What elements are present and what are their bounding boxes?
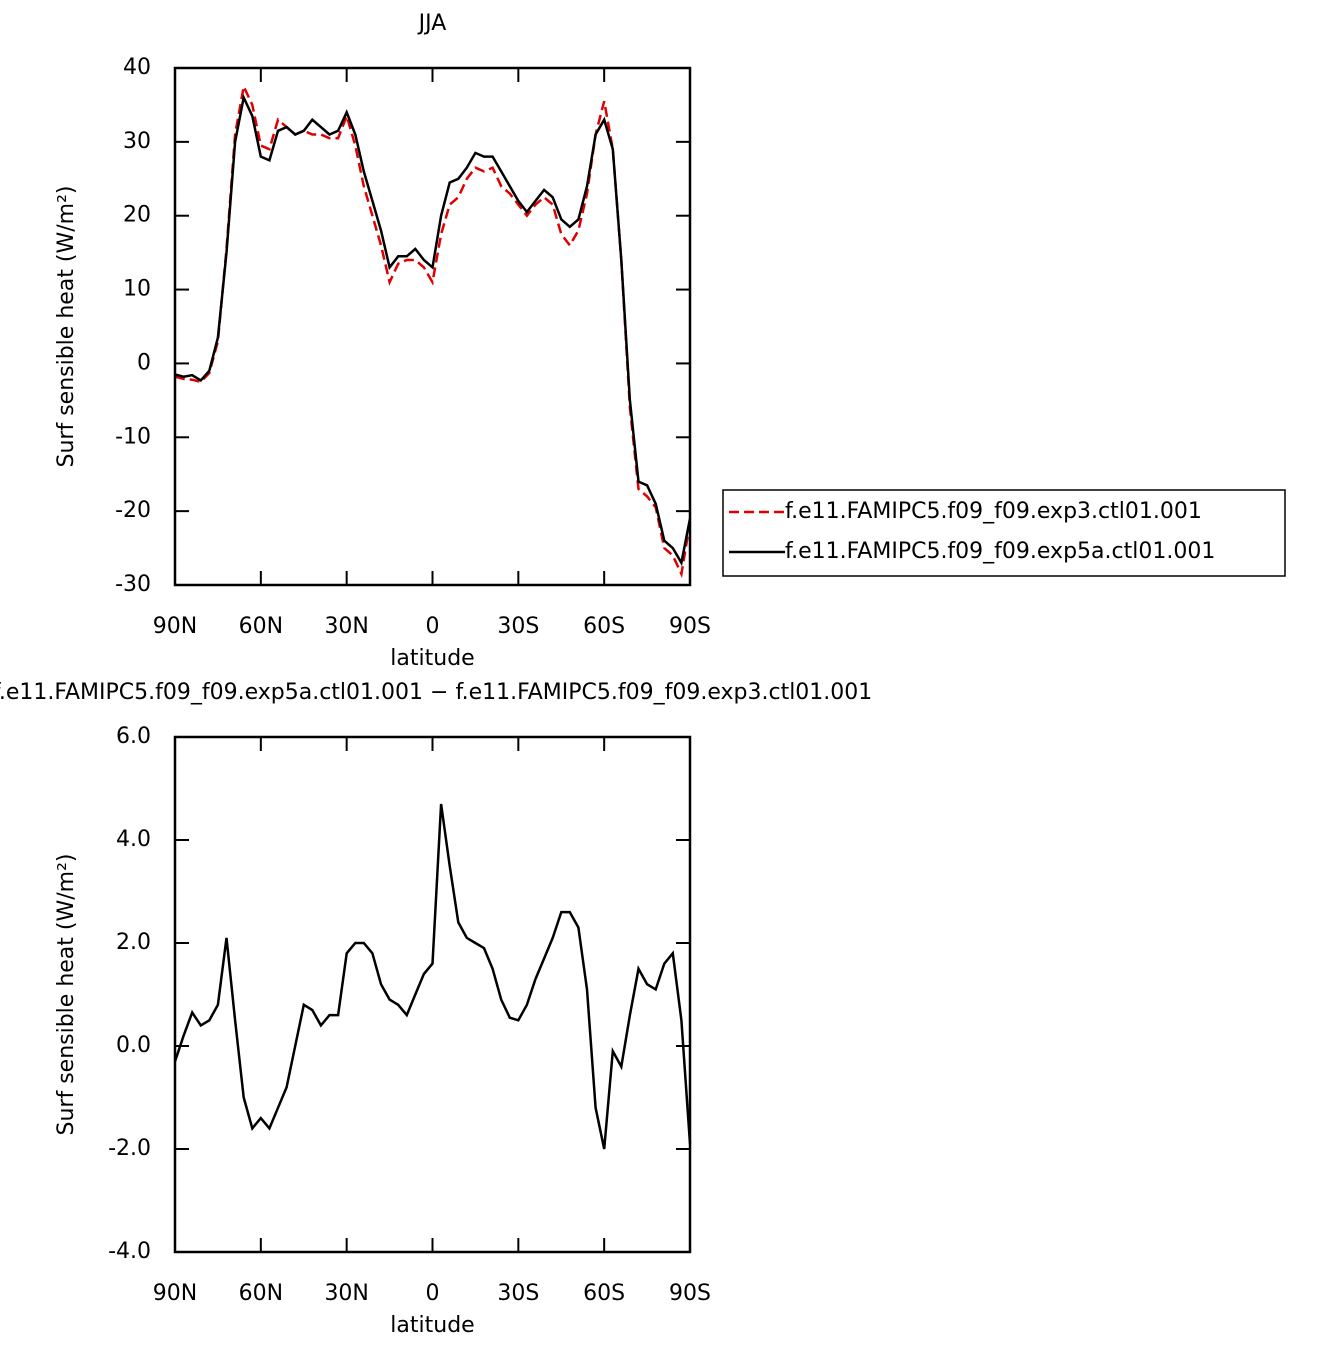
x-tick-label: 30S xyxy=(497,1281,539,1306)
x-tick-label: 60N xyxy=(239,614,283,639)
legend-box xyxy=(722,489,1286,577)
legend-label: f.e11.FAMIPC5.f09_f09.exp5a.ctl01.001 xyxy=(785,539,1215,564)
x-tick-label: 30S xyxy=(497,614,539,639)
x-tick-label: 90S xyxy=(669,1281,711,1306)
x-tick-label: 30N xyxy=(324,614,368,639)
x-tick-label: 30N xyxy=(324,1281,368,1306)
y-tick-label: -2.0 xyxy=(108,1136,151,1161)
y-tick-label: 0.0 xyxy=(116,1033,151,1058)
y-tick-label: -20 xyxy=(115,498,151,523)
y-tick-label: -30 xyxy=(115,572,151,597)
y-tick-label: 2.0 xyxy=(116,930,151,955)
plot-frame xyxy=(173,66,692,587)
x-tick-label: 90N xyxy=(153,614,197,639)
y-tick-label: 6.0 xyxy=(116,724,151,749)
y-tick-label: -10 xyxy=(115,424,151,449)
data-line xyxy=(173,803,692,1150)
y-axis-label: Surf sensible heat (W/m²) xyxy=(54,854,79,1136)
chart-title: f.e11.FAMIPC5.f09_f09.exp5a.ctl01.001 − … xyxy=(0,680,872,705)
plot-frame xyxy=(173,735,692,1254)
x-tick-label: 0 xyxy=(426,1281,440,1306)
x-axis-label: latitude xyxy=(390,1313,474,1338)
x-tick-label: 60N xyxy=(239,1281,283,1306)
y-tick-label: 20 xyxy=(123,203,151,228)
chart-title: JJA xyxy=(417,11,447,36)
legend-label: f.e11.FAMIPC5.f09_f09.exp3.ctl01.001 xyxy=(785,499,1202,524)
y-tick-label: 30 xyxy=(123,129,151,154)
x-tick-label: 90S xyxy=(669,614,711,639)
y-tick-label: 4.0 xyxy=(116,827,151,852)
y-tick-label: 10 xyxy=(123,277,151,302)
x-tick-label: 90N xyxy=(153,1281,197,1306)
y-axis-label: Surf sensible heat (W/m²) xyxy=(54,186,79,468)
x-tick-label: 60S xyxy=(583,1281,625,1306)
x-axis-label: latitude xyxy=(390,646,474,671)
data-line xyxy=(174,93,692,567)
y-tick-label: -4.0 xyxy=(108,1239,151,1264)
y-tick-label: 40 xyxy=(123,55,151,80)
y-tick-label: 0 xyxy=(137,350,151,375)
data-line xyxy=(174,82,692,579)
x-tick-label: 0 xyxy=(426,614,440,639)
x-tick-label: 60S xyxy=(583,614,625,639)
